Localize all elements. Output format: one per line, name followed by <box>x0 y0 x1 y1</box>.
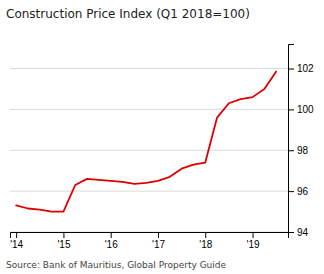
annotation: Source: Bank of Mauritius, Global Proper… <box>6 260 227 270</box>
tick-mark <box>16 232 17 238</box>
tick-mark <box>288 109 294 110</box>
y-tick: 94 <box>288 227 309 238</box>
grid-line <box>10 109 288 110</box>
tick-label: '17 <box>152 239 165 250</box>
x-tick: '15 <box>57 232 70 250</box>
x-tick: '17 <box>152 232 165 250</box>
tick-mark <box>288 232 294 233</box>
tick-mark <box>111 232 112 238</box>
tick-label: '16 <box>105 239 118 250</box>
grid-line <box>10 191 288 192</box>
series <box>16 72 276 212</box>
tick-label: 96 <box>297 186 309 197</box>
x-tick: '14 <box>10 232 23 250</box>
tick-mark <box>253 232 254 238</box>
grid-line <box>10 150 288 151</box>
tick-label: 102 <box>297 63 314 74</box>
title: Construction Price Index (Q1 2018=100) <box>6 7 250 21</box>
axis-line <box>289 45 295 233</box>
tick-mark <box>288 191 294 192</box>
tick-label: '14 <box>10 239 23 250</box>
y-tick: 98 <box>288 145 309 156</box>
tick-label: '15 <box>57 239 70 250</box>
grid <box>10 69 288 232</box>
y-tick: 100 <box>288 104 314 115</box>
tick-mark <box>63 232 64 238</box>
tick-mark <box>205 232 206 238</box>
line <box>16 72 276 212</box>
y-tick: 102 <box>288 63 314 74</box>
grid-line <box>10 68 288 69</box>
y-axis: 94 96 98 100 102 <box>288 45 314 238</box>
y-tick: 96 <box>288 186 309 197</box>
plot: '14 '15 '16 '17 '18 '19 94 96 98 100 102 <box>10 45 314 251</box>
tick-label: 94 <box>297 227 309 238</box>
x-tick: '16 <box>105 232 118 250</box>
tick-label: 98 <box>297 145 309 156</box>
tick-label: 100 <box>297 104 314 115</box>
x-tick: '18 <box>199 232 212 250</box>
chart: Construction Price Index (Q1 2018=100) So… <box>0 0 324 274</box>
tick-mark <box>288 150 294 151</box>
x-tick: '19 <box>247 232 260 250</box>
axis-line <box>11 233 289 239</box>
tick-mark <box>158 232 159 238</box>
tick-label: '19 <box>247 239 260 250</box>
tick-label: '18 <box>199 239 212 250</box>
tick-mark <box>288 69 294 70</box>
x-axis: '14 '15 '16 '17 '18 '19 <box>10 232 288 250</box>
